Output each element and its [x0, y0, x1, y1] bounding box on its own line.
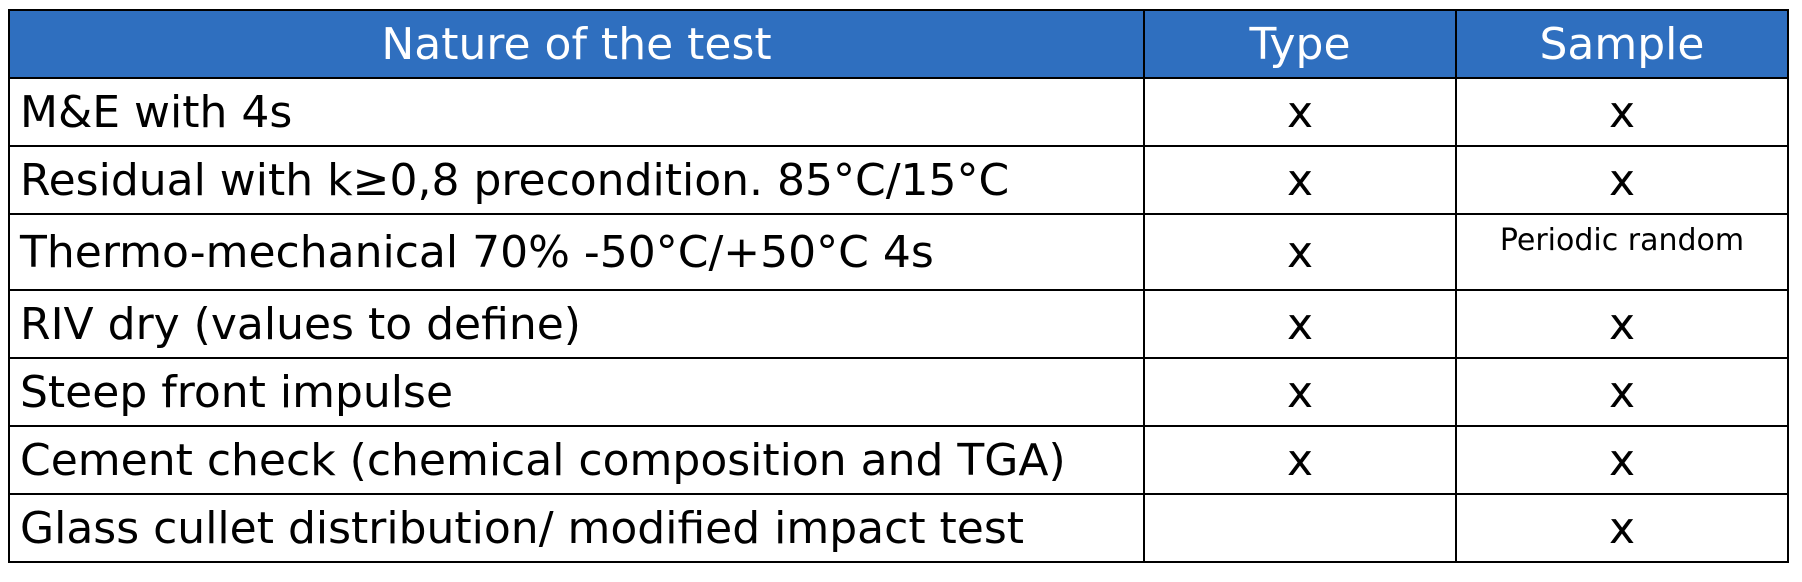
table-cell: x [1143, 145, 1457, 215]
table-cell: x [1143, 213, 1457, 291]
header-cell: Nature of the test [8, 9, 1145, 79]
table-cell: Periodic random [1455, 213, 1789, 291]
table-cell: x [1455, 493, 1789, 563]
table-row: RIV dry (values to define) x x [8, 289, 1789, 359]
table-cell: x [1455, 357, 1789, 427]
table-cell: Thermo-mechanical 70% -50°C/+50°C 4s [8, 213, 1145, 291]
table-row: Cement check (chemical composition and T… [8, 425, 1789, 495]
table-cell: M&E with 4s [8, 77, 1145, 147]
table-row: Residual with k≥0,8 precondition. 85°C/1… [8, 145, 1789, 215]
table-cell: x [1143, 357, 1457, 427]
table-cell: x [1143, 289, 1457, 359]
table-cell: x [1455, 289, 1789, 359]
header-row: Nature of the test Type Sample [8, 9, 1789, 79]
header-cell: Sample [1455, 9, 1789, 79]
table-cell: RIV dry (values to define) [8, 289, 1145, 359]
table-row: Steep front impulse x x [8, 357, 1789, 427]
table-cell: Glass cullet distribution/ modified impa… [8, 493, 1145, 563]
table-row: M&E with 4s x x [8, 77, 1789, 147]
test-table: Nature of the test Type Sample M&E with 4s… [8, 9, 1789, 563]
table-cell: Steep front impulse [8, 357, 1145, 427]
table-cell: x [1143, 77, 1457, 147]
table-cell: Residual with k≥0,8 precondition. 85°C/1… [8, 145, 1145, 215]
table-cell: Cement check (chemical composition and T… [8, 425, 1145, 495]
header-cell: Type [1143, 9, 1457, 79]
table-cell: x [1455, 77, 1789, 147]
table-cell: x [1455, 145, 1789, 215]
table-row: Thermo-mechanical 70% -50°C/+50°C 4s x Per… [8, 213, 1789, 291]
table-cell: x [1455, 425, 1789, 495]
table-cell: x [1143, 425, 1457, 495]
table-row: Glass cullet distribution/ modified impa… [8, 493, 1789, 563]
table-cell [1143, 493, 1457, 563]
